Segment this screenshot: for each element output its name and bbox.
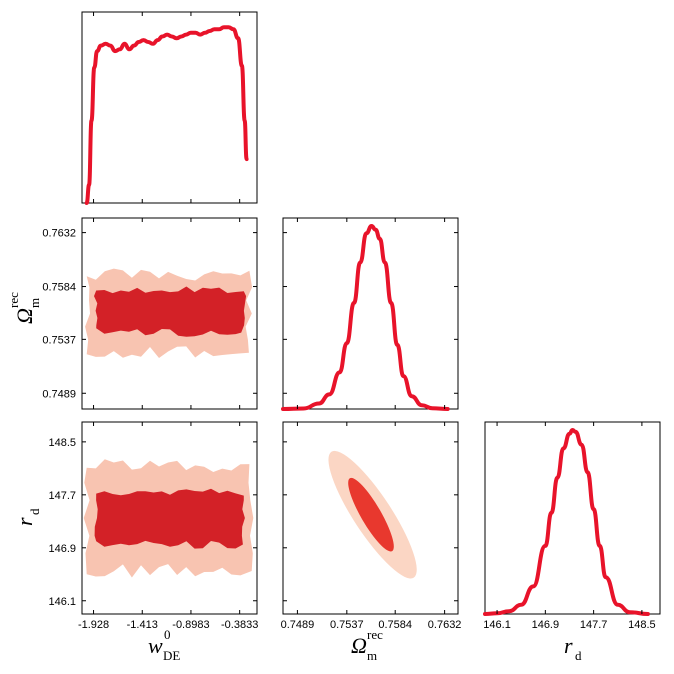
xlabel-w-sub: DE <box>163 648 180 663</box>
xtick-label-w: -0.8983 <box>172 619 209 631</box>
xtick-label-rd: 147.7 <box>580 619 608 631</box>
xlabel-rd-sub: d <box>575 648 582 663</box>
xlabel-w-main: w <box>148 633 163 658</box>
ylabel-rd-main: r <box>12 517 37 526</box>
contour-68-omega-vs-rd <box>348 477 394 552</box>
xtick-label-omega: 0.7537 <box>330 619 364 631</box>
xtick-label-rd: 148.5 <box>628 619 656 631</box>
curve-marginal-omega <box>281 224 450 411</box>
xlabel-omega-main: Ω <box>351 633 367 658</box>
curves-layer <box>84 25 650 616</box>
ytick-label-rd: 146.1 <box>48 596 76 608</box>
xtick-label-rd: 146.9 <box>532 619 560 631</box>
panel-frame-w-marginal <box>81 11 258 204</box>
contour-68-w-vs-rd <box>94 488 245 549</box>
xlabel-rd-main: r <box>564 633 573 658</box>
ytick-label-omega: 0.7537 <box>42 334 76 346</box>
xtick-label-w: -0.3833 <box>221 619 258 631</box>
xtick-label-rd: 146.1 <box>483 619 511 631</box>
ytick-label-omega: 0.7584 <box>42 282 76 294</box>
panel-frame-omega-marginal <box>282 217 459 410</box>
xtick-label-omega: 0.7584 <box>378 619 412 631</box>
xlabel-omega-sup: rec <box>367 627 383 642</box>
panel-frame-rd-marginal <box>484 421 661 615</box>
ylabel-omega-sup: rec <box>6 292 21 308</box>
contour-68-w-vs-omega <box>94 286 247 337</box>
ytick-label-rd: 148.5 <box>48 437 76 449</box>
panel-frame-w-omega <box>81 217 258 410</box>
xlabel-omega: Ω rec m <box>351 627 383 663</box>
curve-marginal-rd <box>483 428 650 616</box>
ylabel-omega: Ω rec m <box>6 292 42 324</box>
ylabel-omega-sub: m <box>27 298 42 308</box>
ytick-label-rd: 147.7 <box>48 490 76 502</box>
ylabel-omega-main: Ω <box>12 308 37 324</box>
panel-frame-w-rd <box>81 421 258 615</box>
ytick-label-omega: 0.7632 <box>42 228 76 240</box>
xtick-label-omega: 0.7632 <box>428 619 462 631</box>
panel-frame-omega-rd <box>282 421 459 615</box>
xtick-label-omega: 0.7489 <box>281 619 315 631</box>
xlabel-w-sup: 0 <box>164 627 171 642</box>
ytick-label-omega: 0.7489 <box>42 388 76 400</box>
xtick-label-w: -1.413 <box>127 619 158 631</box>
ytick-label-rd: 146.9 <box>48 543 76 555</box>
ylabel-rd-sub: d <box>27 508 42 515</box>
ticks-layer: -1.928 -1.413 -0.8983 -0.3833 0.7489 0.7537 0.… <box>42 12 656 631</box>
contours-layer <box>83 268 417 579</box>
xlabel-omega-sub: m <box>367 648 377 663</box>
xlabel-w: w 0 DE <box>148 627 180 663</box>
xlabel-rd: r d <box>564 633 582 663</box>
curve-marginal-w <box>84 25 249 205</box>
xtick-label-w: -1.928 <box>78 619 109 631</box>
ylabel-rd: r d <box>12 508 42 526</box>
